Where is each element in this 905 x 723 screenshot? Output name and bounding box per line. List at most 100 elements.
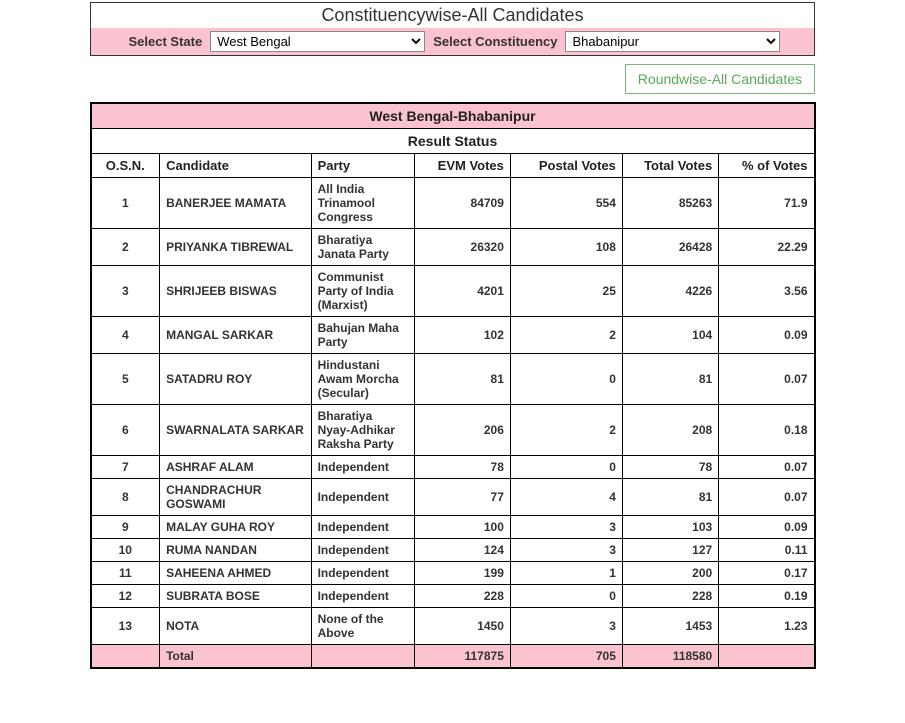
- cell-evm: 26320: [414, 229, 510, 266]
- roundwise-link[interactable]: Roundwise-All Candidates: [625, 64, 815, 94]
- cell-total: 200: [622, 562, 718, 585]
- cell-pct: 1.23: [719, 608, 815, 645]
- total-party: [311, 645, 414, 669]
- cell-postal: 0: [510, 456, 622, 479]
- table-row: 3SHRIJEEB BISWASCommunist Party of India…: [91, 266, 815, 317]
- table-heading-constituency: West Bengal-Bhabanipur: [91, 103, 815, 129]
- total-row: Total 117875 705 118580: [91, 645, 815, 669]
- table-row: 5SATADRU ROYHindustani Awam Morcha (Secu…: [91, 354, 815, 405]
- cell-evm: 228: [414, 585, 510, 608]
- cell-osn: 13: [91, 608, 160, 645]
- cell-osn: 9: [91, 516, 160, 539]
- table-row: 9MALAY GUHA ROYIndependent10031030.09: [91, 516, 815, 539]
- table-row: 12SUBRATA BOSEIndependent22802280.19: [91, 585, 815, 608]
- cell-pct: 0.07: [719, 354, 815, 405]
- cell-osn: 5: [91, 354, 160, 405]
- cell-total: 208: [622, 405, 718, 456]
- cell-pct: 0.18: [719, 405, 815, 456]
- cell-postal: 2: [510, 317, 622, 354]
- cell-candidate: PRIYANKA TIBREWAL: [160, 229, 312, 266]
- cell-party: All India Trinamool Congress: [311, 178, 414, 229]
- cell-candidate: ASHRAF ALAM: [160, 456, 312, 479]
- col-total-votes: Total Votes: [622, 154, 718, 178]
- cell-osn: 7: [91, 456, 160, 479]
- col-osn: O.S.N.: [91, 154, 160, 178]
- cell-osn: 1: [91, 178, 160, 229]
- cell-postal: 4: [510, 479, 622, 516]
- select-constituency[interactable]: Bhabanipur: [565, 31, 780, 52]
- cell-postal: 1: [510, 562, 622, 585]
- cell-pct: 71.9: [719, 178, 815, 229]
- cell-candidate: BANERJEE MAMATA: [160, 178, 312, 229]
- cell-total: 104: [622, 317, 718, 354]
- cell-osn: 12: [91, 585, 160, 608]
- cell-party: Bharatiya Janata Party: [311, 229, 414, 266]
- col-pct-votes: % of Votes: [719, 154, 815, 178]
- cell-candidate: NOTA: [160, 608, 312, 645]
- results-table: West Bengal-Bhabanipur Result Status O.S…: [90, 102, 816, 669]
- cell-pct: 0.11: [719, 539, 815, 562]
- col-postal-votes: Postal Votes: [510, 154, 622, 178]
- select-constituency-label: Select Constituency: [429, 34, 561, 49]
- cell-evm: 1450: [414, 608, 510, 645]
- page-title: Constituencywise-All Candidates: [91, 3, 814, 28]
- cell-pct: 0.19: [719, 585, 815, 608]
- cell-party: Bahujan Maha Party: [311, 317, 414, 354]
- cell-evm: 102: [414, 317, 510, 354]
- cell-pct: 0.07: [719, 479, 815, 516]
- total-pct: [719, 645, 815, 669]
- cell-postal: 0: [510, 585, 622, 608]
- cell-total: 81: [622, 479, 718, 516]
- cell-total: 85263: [622, 178, 718, 229]
- table-row: 7ASHRAF ALAMIndependent780780.07: [91, 456, 815, 479]
- cell-postal: 108: [510, 229, 622, 266]
- cell-postal: 0: [510, 354, 622, 405]
- cell-candidate: CHANDRACHUR GOSWAMI: [160, 479, 312, 516]
- table-row: 13NOTANone of the Above1450314531.23: [91, 608, 815, 645]
- cell-osn: 11: [91, 562, 160, 585]
- cell-pct: 0.09: [719, 317, 815, 354]
- cell-pct: 22.29: [719, 229, 815, 266]
- cell-total: 26428: [622, 229, 718, 266]
- cell-candidate: RUMA NANDAN: [160, 539, 312, 562]
- cell-pct: 0.09: [719, 516, 815, 539]
- cell-party: Independent: [311, 585, 414, 608]
- cell-osn: 2: [91, 229, 160, 266]
- cell-postal: 554: [510, 178, 622, 229]
- total-postal: 705: [510, 645, 622, 669]
- total-label: Total: [160, 645, 312, 669]
- cell-party: Bharatiya Nyay-Adhikar Raksha Party: [311, 405, 414, 456]
- col-party: Party: [311, 154, 414, 178]
- cell-candidate: MALAY GUHA ROY: [160, 516, 312, 539]
- cell-candidate: SHRIJEEB BISWAS: [160, 266, 312, 317]
- cell-party: Communist Party of India (Marxist): [311, 266, 414, 317]
- cell-osn: 10: [91, 539, 160, 562]
- cell-candidate: SWARNALATA SARKAR: [160, 405, 312, 456]
- table-row: 11SAHEENA AHMEDIndependent19912000.17: [91, 562, 815, 585]
- cell-evm: 78: [414, 456, 510, 479]
- cell-total: 103: [622, 516, 718, 539]
- cell-total: 4226: [622, 266, 718, 317]
- link-row: Roundwise-All Candidates: [90, 64, 815, 94]
- cell-candidate: SAHEENA AHMED: [160, 562, 312, 585]
- table-row: 10RUMA NANDANIndependent12431270.11: [91, 539, 815, 562]
- cell-party: Independent: [311, 456, 414, 479]
- cell-evm: 77: [414, 479, 510, 516]
- cell-total: 127: [622, 539, 718, 562]
- cell-party: Independent: [311, 516, 414, 539]
- table-row: 1BANERJEE MAMATAAll India Trinamool Cong…: [91, 178, 815, 229]
- filter-row: Select State West Bengal Select Constitu…: [91, 28, 814, 55]
- cell-party: Independent: [311, 539, 414, 562]
- cell-evm: 124: [414, 539, 510, 562]
- col-evm-votes: EVM Votes: [414, 154, 510, 178]
- cell-postal: 3: [510, 608, 622, 645]
- select-state[interactable]: West Bengal: [210, 31, 425, 52]
- cell-total: 228: [622, 585, 718, 608]
- cell-pct: 0.07: [719, 456, 815, 479]
- table-heading-status: Result Status: [91, 129, 815, 154]
- cell-postal: 3: [510, 516, 622, 539]
- cell-pct: 0.17: [719, 562, 815, 585]
- cell-total: 81: [622, 354, 718, 405]
- cell-candidate: MANGAL SARKAR: [160, 317, 312, 354]
- cell-postal: 25: [510, 266, 622, 317]
